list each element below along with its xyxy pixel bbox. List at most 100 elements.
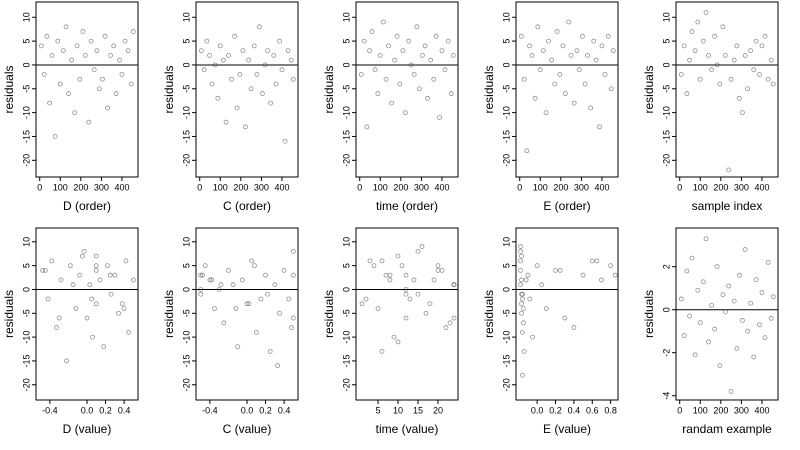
point xyxy=(49,53,55,58)
point xyxy=(757,72,762,77)
plot-frame xyxy=(35,1,139,178)
point xyxy=(435,263,441,269)
x-axis-label: C (value) xyxy=(223,422,272,436)
point xyxy=(414,24,420,30)
y-tick-label: -5 xyxy=(21,85,31,93)
x-tick-label: 200 xyxy=(713,405,728,415)
point xyxy=(543,306,549,311)
point xyxy=(695,19,701,25)
point xyxy=(251,43,257,49)
point xyxy=(375,91,381,96)
point xyxy=(93,263,99,269)
point xyxy=(93,253,99,259)
point xyxy=(681,43,687,49)
y-tick-label: -15 xyxy=(501,354,511,367)
point xyxy=(757,322,762,328)
point xyxy=(731,298,737,304)
point xyxy=(593,57,599,63)
y-tick-label: -20 xyxy=(661,154,671,167)
point xyxy=(692,352,698,358)
point xyxy=(422,43,428,49)
y-axis-label: residuals xyxy=(322,290,336,338)
x-tick-label: 200 xyxy=(233,182,248,192)
panel: -20 -15 -10 -5 0 5 10 -0.4 0.0 0.2 0.4 C (value) res… xyxy=(162,227,299,436)
y-tick-label: -10 xyxy=(501,106,511,119)
x-tick-label: 0.0 xyxy=(531,405,544,415)
point xyxy=(215,95,221,101)
point xyxy=(712,33,718,39)
point xyxy=(387,277,393,283)
point xyxy=(254,72,260,77)
y-axis-label: residuals xyxy=(482,65,496,113)
x-tick-label: 15 xyxy=(413,405,423,415)
point xyxy=(271,53,277,58)
point xyxy=(576,67,582,73)
y-tick-label: 10 xyxy=(501,12,511,22)
point xyxy=(709,67,714,73)
y-tick-label: 0 xyxy=(501,62,511,67)
y-tick-label: 5 xyxy=(501,263,511,268)
point xyxy=(279,67,285,73)
plot-frame xyxy=(515,1,619,178)
y-tick-label: -15 xyxy=(21,130,31,143)
point xyxy=(527,43,532,49)
point xyxy=(403,272,409,278)
point xyxy=(73,306,79,311)
x-tick-label: 200 xyxy=(393,182,408,192)
point xyxy=(55,38,61,44)
y-tick-label: -20 xyxy=(341,378,351,391)
point xyxy=(290,272,296,278)
point xyxy=(731,57,737,63)
point xyxy=(520,329,525,335)
x-tick-label: 0.2 xyxy=(549,405,562,415)
point xyxy=(395,253,401,259)
point xyxy=(597,124,602,130)
point xyxy=(717,81,723,87)
y-tick-label: -20 xyxy=(21,378,31,391)
point xyxy=(113,91,119,96)
point xyxy=(395,339,401,345)
point xyxy=(591,38,597,44)
x-axis-label: E (value) xyxy=(543,422,591,436)
point xyxy=(275,363,281,369)
point xyxy=(117,57,122,63)
point xyxy=(518,244,523,249)
point xyxy=(57,81,63,87)
point xyxy=(525,272,531,278)
point xyxy=(216,287,222,292)
y-axis-label: residuals xyxy=(322,65,336,113)
point xyxy=(734,43,740,49)
x-tick-label: -0.4 xyxy=(202,405,218,415)
point xyxy=(42,268,48,273)
point xyxy=(363,296,369,302)
point xyxy=(86,119,92,125)
y-tick-label: -20 xyxy=(501,378,511,391)
point xyxy=(367,48,372,54)
point xyxy=(728,76,734,82)
point xyxy=(240,48,246,54)
point xyxy=(111,43,117,49)
x-tick-label: 100 xyxy=(213,182,228,192)
plot-frame xyxy=(675,227,779,401)
point xyxy=(58,277,64,283)
point xyxy=(532,95,538,101)
x-tick-label: 400 xyxy=(274,182,289,192)
x-tick-label: 400 xyxy=(754,405,769,415)
point xyxy=(751,354,757,360)
point xyxy=(74,43,80,49)
point xyxy=(108,291,114,297)
point xyxy=(700,279,706,285)
x-tick-label: 5 xyxy=(375,405,380,415)
point xyxy=(740,110,745,116)
point xyxy=(262,62,268,68)
point xyxy=(770,81,776,87)
y-tick-label: 5 xyxy=(341,39,351,44)
point xyxy=(56,315,62,321)
x-tick-label: 400 xyxy=(114,182,129,192)
point xyxy=(571,325,577,330)
x-tick-label: 0.8 xyxy=(604,405,617,415)
x-axis-label: sample index xyxy=(692,199,763,213)
y-axis-label: residuals xyxy=(162,65,176,113)
point xyxy=(204,38,210,44)
